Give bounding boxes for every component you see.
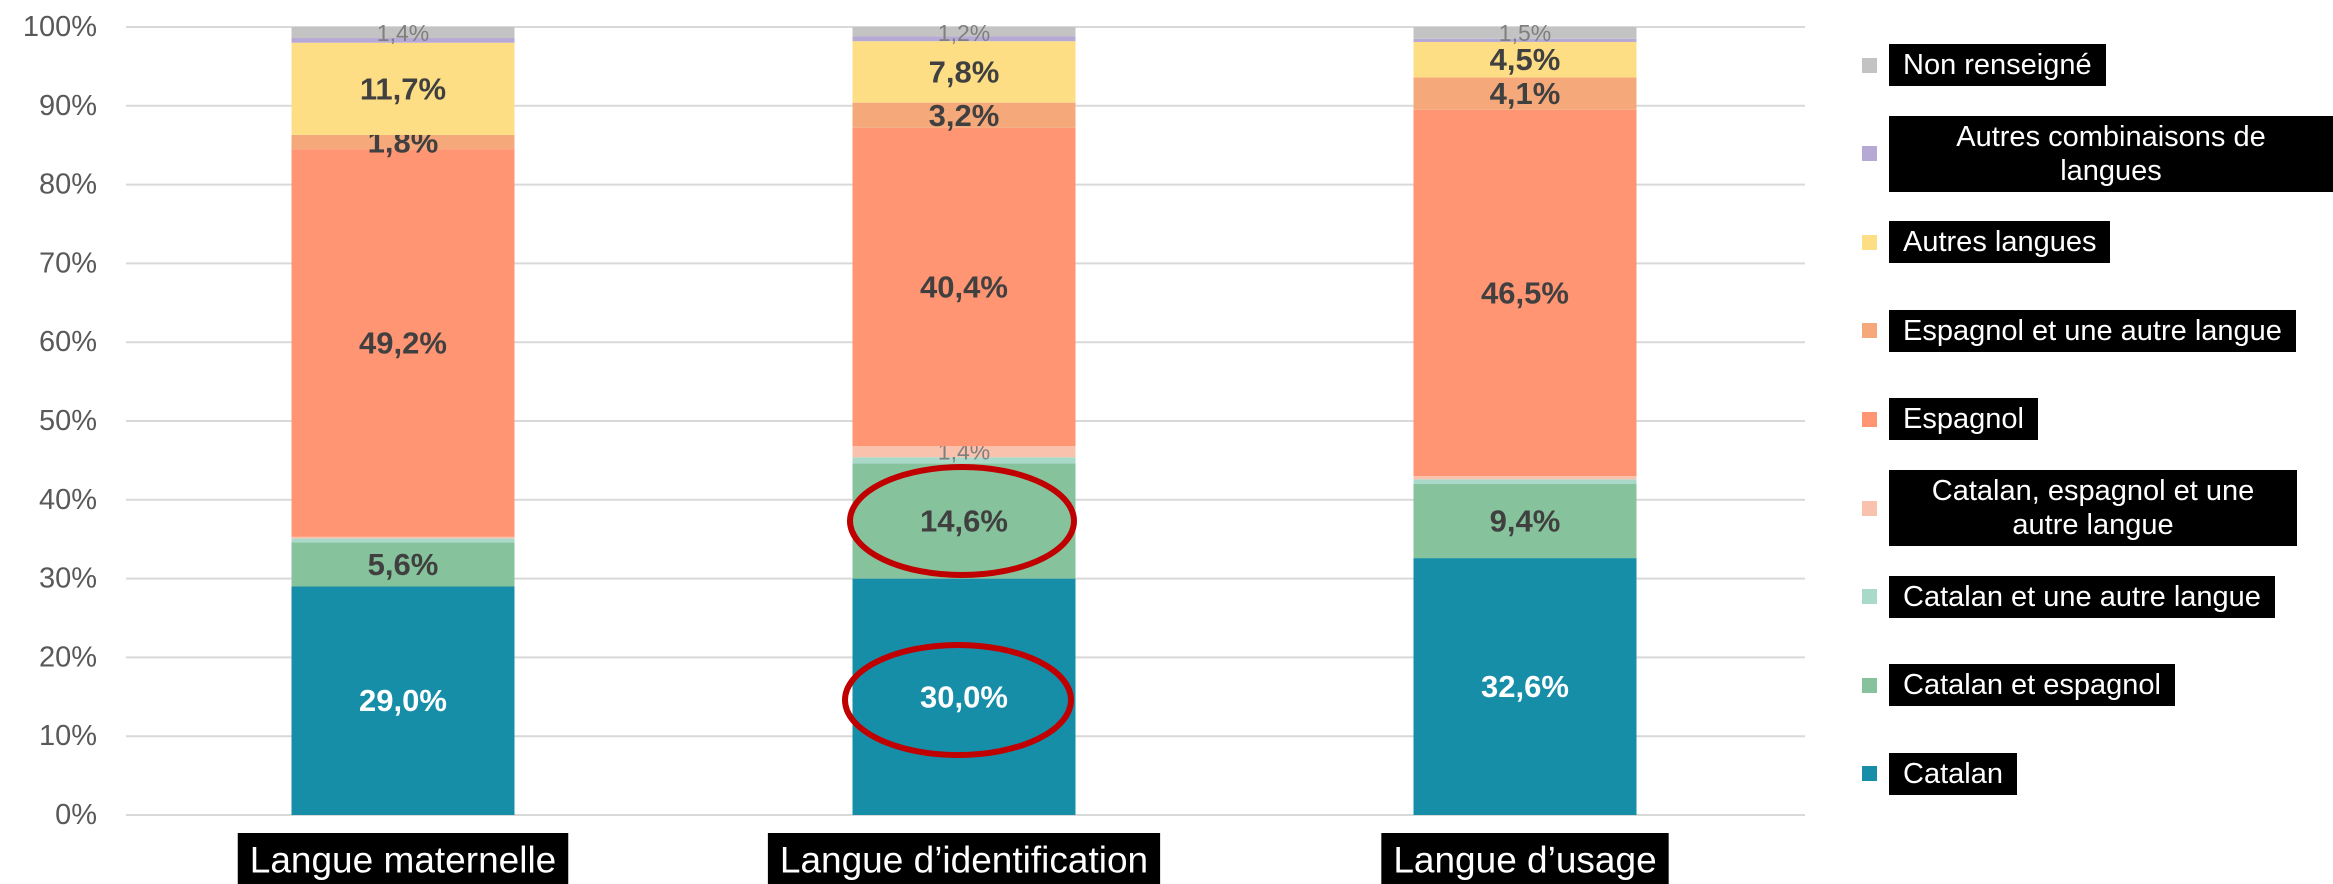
bar-segment [852,41,1076,103]
legend-label: Autres combinaisons de langues [1889,115,2333,192]
legend-swatch [1862,146,1877,162]
legend-label: Autres langues [1889,221,2111,264]
bar-segment [291,542,515,587]
legend-item: Autres combinaisons de langues [1862,115,2333,192]
y-tick-label: 40% [39,484,97,516]
x-tick-label-box [1381,833,1669,884]
bar-segment [1413,77,1637,110]
y-tick-label: 60% [39,326,97,358]
bar-segment [852,127,1076,447]
legend-label: Catalan, espagnol et une autre langue [1889,470,2297,546]
data-label: 11,7% [360,71,446,106]
x-tick-label: Langue d’identification [780,840,1148,881]
legend-swatch [1862,57,1877,73]
bar-segment [291,38,515,43]
bar-segment [1413,484,1637,559]
data-label: 7,8% [929,54,1000,89]
data-label: 14,6% [920,504,1008,539]
y-tick-label: 90% [39,90,97,122]
legend-swatch [1862,500,1877,516]
legend-item: Catalan [1862,752,2017,795]
data-label: 1,5% [1499,20,1551,46]
data-label: 9,4% [1490,504,1561,539]
data-label: 4,1% [1490,76,1561,111]
bar-segment [852,446,1076,458]
y-tick-label: 70% [39,247,97,279]
y-tick-label: 80% [39,169,97,201]
bar-segment [291,134,515,150]
x-tick-label: Langue d’usage [1393,840,1656,881]
x-tick-label-box [767,833,1161,884]
bar-segment [1413,41,1637,78]
bar-segment [291,586,515,815]
legend-swatch [1862,411,1877,427]
bar-segment [291,538,515,543]
legend-item: Autres langues [1862,221,2111,264]
legend-swatch [1862,589,1877,605]
data-label: 1,4% [377,20,429,46]
x-tick-label: Langue maternelle [250,840,557,881]
data-label: 5,6% [368,547,439,582]
legend-item: Catalan et une autre langue [1862,575,2275,618]
data-label: 29,0% [359,683,447,718]
legend-label: Catalan et une autre langue [1889,575,2275,618]
bar-segment [852,36,1076,42]
bar-segment [1413,27,1637,39]
bar-segment [852,102,1076,128]
data-label: 49,2% [359,325,447,360]
data-label: 46,5% [1481,275,1569,310]
legend-item: Espagnol et une autre langue [1862,309,2296,352]
bar-segment [291,536,515,539]
legend-item: Catalan, espagnol et une autre langue [1862,470,2297,546]
bar-segment [291,27,515,39]
legend-swatch [1862,323,1877,339]
legend-swatch [1862,677,1877,693]
legend-item: Catalan et espagnol [1862,664,2175,707]
bar-segment [1413,479,1637,485]
bar-segment [1413,476,1637,480]
y-tick-label: 10% [39,720,97,752]
legend-label: Espagnol [1889,398,2038,441]
data-label: 4,5% [1490,42,1561,77]
bar-segment [1413,558,1637,815]
bar-segment [291,42,515,135]
legend-label: Espagnol et une autre langue [1889,309,2296,352]
data-label: 40,4% [920,270,1008,305]
data-label: 1,2% [938,20,990,46]
legend-label: Catalan [1889,752,2017,795]
legend-item: Espagnol [1862,398,2038,441]
legend-swatch [1862,766,1877,782]
legend-item: Non renseigné [1862,44,2106,86]
bar-segment [1413,109,1637,477]
legend-swatch [1862,234,1877,250]
data-label: 3,2% [929,98,1000,133]
y-tick-label: 20% [39,641,97,673]
bar-segment [291,149,515,537]
data-label: 30,0% [920,679,1008,714]
legend-label: Catalan et espagnol [1889,664,2175,707]
bar-segment [1413,38,1637,42]
y-tick-label: 50% [39,405,97,437]
y-tick-label: 0% [55,799,97,831]
bar-segment [852,457,1076,464]
y-tick-label: 100% [23,11,97,43]
data-label: 32,6% [1481,669,1569,704]
legend-label: Non renseigné [1889,44,2106,86]
y-tick-label: 30% [39,563,97,595]
x-tick-label-box [237,833,569,884]
bar-segment [852,27,1076,37]
